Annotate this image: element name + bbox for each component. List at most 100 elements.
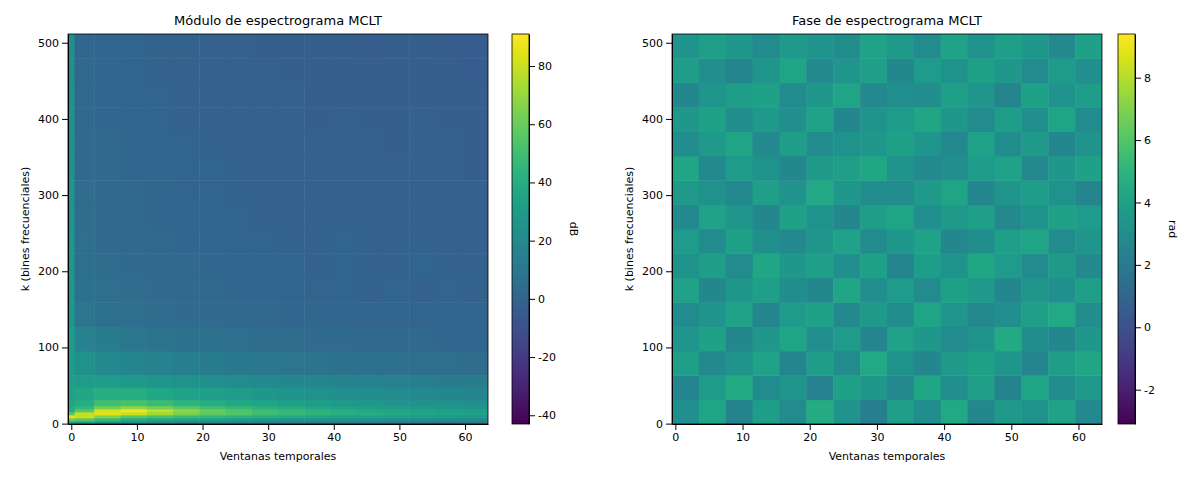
heatmap-cell [199, 278, 226, 303]
heatmap-cell [806, 375, 833, 400]
heatmap-cell [780, 327, 807, 352]
heatmap-cell [278, 418, 305, 422]
heatmap-cell [672, 302, 699, 327]
heatmap-cell [436, 327, 463, 352]
heatmap-cell [833, 83, 860, 108]
heatmap-cell [199, 387, 226, 400]
heatmap-cell [304, 387, 331, 400]
heatmap-cell [304, 302, 331, 327]
heatmap-cell [726, 400, 753, 424]
tick: 50 [1005, 424, 1019, 444]
heatmap-cell [436, 132, 463, 157]
tick-mark [1135, 265, 1141, 266]
heatmap-cell [383, 418, 410, 422]
heatmap-cell [94, 205, 121, 230]
heatmap-cell [357, 205, 384, 230]
tick-mark [743, 424, 744, 430]
heatmap-cell [672, 34, 699, 59]
heatmap-cell [304, 406, 331, 410]
tick: 0 [68, 424, 75, 444]
heatmap-cell [278, 229, 305, 254]
heatmap-cell [357, 156, 384, 181]
heatmap-cell [726, 278, 753, 303]
tick-label: 0 [656, 418, 663, 431]
heatmap-cell [147, 418, 174, 422]
heatmap-cell [409, 327, 436, 352]
heatmap-cell [436, 302, 463, 327]
heatmap-cell [331, 387, 358, 400]
heatmap-cell [726, 351, 753, 376]
heatmap-cell [462, 156, 488, 181]
heatmap-cell [94, 132, 121, 157]
heatmap-cell [173, 418, 200, 422]
heatmap-cell [304, 375, 331, 388]
heatmap-cell [914, 278, 941, 303]
heatmap-cell [304, 327, 331, 352]
heatmap-cell [68, 58, 75, 83]
heatmap-cell [75, 83, 95, 108]
heatmap-cell [226, 418, 253, 422]
heatmap-cell [304, 418, 331, 422]
heatmap-cell [331, 132, 358, 157]
heatmap-cell [887, 278, 914, 303]
heatmap-cell [75, 327, 95, 352]
tick-label: 200 [642, 265, 663, 278]
tick-label: 0 [672, 431, 679, 444]
heatmap-cell [941, 34, 968, 59]
heatmap-cell [226, 229, 253, 254]
heatmap-cell [941, 107, 968, 132]
heatmap-cell [252, 415, 279, 419]
heatmap-cell [147, 400, 174, 407]
chart-title: Módulo de espectrograma MCLT [174, 13, 382, 28]
heatmap-cell [409, 400, 436, 407]
heatmap-cell [409, 253, 436, 278]
heatmap-cell [199, 327, 226, 352]
tick-mark [529, 182, 535, 183]
heatmap-cell [199, 132, 226, 157]
heatmap-cell [699, 327, 726, 352]
heatmap-cell [753, 58, 780, 83]
heatmap-cell [121, 412, 148, 416]
heatmap-cell [672, 132, 699, 157]
heatmap-cell [462, 412, 488, 416]
heatmap-cell [121, 107, 148, 132]
x-axis: 0102030405060 [672, 424, 1102, 444]
heatmap-cell [914, 34, 941, 59]
heatmap-cell [968, 229, 995, 254]
heatmap-cell [968, 132, 995, 157]
heatmap-cell [995, 180, 1022, 205]
heatmap-cell [699, 302, 726, 327]
heatmap-cell [699, 132, 726, 157]
tick-mark [334, 424, 335, 430]
tick-mark [529, 357, 535, 358]
heatmap-cell [995, 351, 1022, 376]
heatmap-cell [436, 205, 463, 230]
heatmap-cell [1075, 156, 1102, 181]
heatmap-cell [409, 302, 436, 327]
heatmap-cell [331, 229, 358, 254]
heatmap-cell [226, 132, 253, 157]
heatmap-cell [995, 375, 1022, 400]
heatmap-cell [173, 132, 200, 157]
heatmap-cell [199, 375, 226, 388]
heatmap-cell [173, 180, 200, 205]
heatmap-cell [462, 400, 488, 407]
heatmap-cell [226, 387, 253, 400]
heatmap-cell [226, 107, 253, 132]
tick-label: 50 [1005, 431, 1019, 444]
heatmap-cell [968, 180, 995, 205]
heatmap-cell [887, 107, 914, 132]
tick-label: 300 [642, 189, 663, 202]
heatmap-cell [1021, 83, 1048, 108]
heatmap-cell [914, 58, 941, 83]
heatmap-cell [995, 253, 1022, 278]
heatmap-cell [226, 327, 253, 352]
heatmap-cell [331, 205, 358, 230]
tick: 2 [1135, 259, 1151, 272]
heatmap-cell [1048, 205, 1075, 230]
heatmap-cell [941, 327, 968, 352]
heatmap-cell [409, 107, 436, 132]
heatmap-cell [1048, 302, 1075, 327]
heatmap-cell [806, 132, 833, 157]
heatmap-cell [833, 180, 860, 205]
